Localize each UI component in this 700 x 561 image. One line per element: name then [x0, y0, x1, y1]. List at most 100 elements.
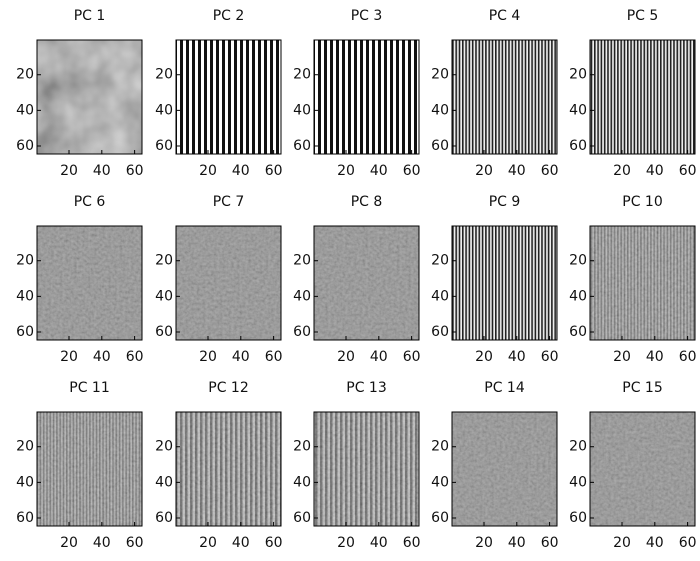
- image-texture: [176, 40, 281, 154]
- axes-frame: [175, 411, 282, 527]
- y-tick-label: 60: [569, 138, 587, 154]
- y-tick-label: 20: [293, 67, 311, 83]
- subplot: PC 5 20 40 60 20 40 60: [569, 8, 696, 179]
- subplot-title: PC 10: [622, 194, 662, 210]
- x-tick-label: 20: [199, 349, 217, 365]
- axes-frame: [589, 225, 696, 341]
- y-tick-label: 60: [293, 138, 311, 154]
- y-tick-label: 40: [155, 474, 173, 490]
- image-noise: [37, 226, 142, 340]
- subplot: PC 3 20 40 60 20 40 60: [293, 8, 420, 179]
- y-tick-label: 60: [16, 510, 34, 526]
- y-tick-label: 60: [293, 510, 311, 526]
- x-tick-label: 20: [337, 535, 355, 551]
- y-tick-label: 40: [16, 474, 34, 490]
- image-texture: [37, 40, 142, 154]
- y-tick-label: 40: [293, 102, 311, 118]
- image: [176, 40, 281, 154]
- x-tick-label: 40: [370, 535, 388, 551]
- x-tick-label: 40: [646, 163, 664, 179]
- x-tick-label: 40: [646, 349, 664, 365]
- subplot: PC 13 20 40 60 20 40 60: [293, 380, 420, 551]
- axes-frame: [36, 411, 143, 527]
- x-tick-label: 60: [126, 535, 144, 551]
- y-tick-label: 40: [569, 474, 587, 490]
- subplot: PC 4 20 40 60 20 40 60: [431, 8, 558, 179]
- image: [37, 412, 142, 526]
- image: [314, 412, 419, 526]
- x-tick-label: 60: [679, 349, 697, 365]
- y-tick-label: 60: [16, 324, 34, 340]
- y-tick-label: 20: [569, 439, 587, 455]
- x-tick-label: 20: [199, 535, 217, 551]
- axes-frame: [313, 39, 420, 155]
- y-tick-label: 20: [293, 253, 311, 269]
- image-noise: [590, 226, 695, 340]
- x-tick-label: 20: [337, 163, 355, 179]
- x-tick-label: 40: [93, 163, 111, 179]
- y-tick-label: 20: [293, 439, 311, 455]
- y-tick-label: 20: [569, 67, 587, 83]
- x-tick-label: 60: [265, 163, 283, 179]
- y-tick-label: 60: [293, 324, 311, 340]
- subplot-title: PC 6: [74, 194, 106, 210]
- x-tick-label: 40: [93, 535, 111, 551]
- x-tick-label: 60: [265, 535, 283, 551]
- x-tick-label: 40: [232, 535, 250, 551]
- x-tick-label: 40: [508, 349, 526, 365]
- image: [452, 226, 557, 340]
- image-noise: [37, 412, 142, 526]
- x-tick-label: 40: [646, 535, 664, 551]
- subplot-title: PC 15: [622, 380, 662, 396]
- y-tick-label: 20: [431, 67, 449, 83]
- x-tick-label: 20: [60, 349, 78, 365]
- y-tick-label: 20: [16, 253, 34, 269]
- axes-frame: [451, 39, 558, 155]
- image: [37, 226, 142, 340]
- image-texture: [452, 40, 557, 154]
- subplot: PC 14 20 40 60 20 40 60: [431, 380, 558, 551]
- subplot-title: PC 3: [351, 8, 383, 24]
- image-texture: [314, 40, 419, 154]
- y-tick-label: 60: [155, 510, 173, 526]
- subplot-title: PC 7: [213, 194, 245, 210]
- subplot-title: PC 11: [69, 380, 109, 396]
- x-tick-label: 20: [475, 535, 493, 551]
- y-tick-label: 20: [431, 253, 449, 269]
- y-tick-label: 40: [155, 102, 173, 118]
- axes-frame: [589, 39, 696, 155]
- y-tick-label: 60: [155, 324, 173, 340]
- image-noise: [176, 412, 281, 526]
- x-tick-label: 40: [508, 163, 526, 179]
- image: [37, 40, 142, 154]
- axes-frame: [36, 225, 143, 341]
- image-noise: [590, 412, 695, 526]
- subplot: PC 10 20 40 60 20 40 60: [569, 194, 696, 365]
- y-tick-label: 20: [431, 439, 449, 455]
- subplot: PC 7 20 40 60 20 40 60: [155, 194, 282, 365]
- image: [452, 412, 557, 526]
- x-tick-label: 20: [613, 163, 631, 179]
- image: [314, 226, 419, 340]
- y-tick-label: 20: [155, 439, 173, 455]
- image: [452, 40, 557, 154]
- image: [176, 226, 281, 340]
- image: [590, 412, 695, 526]
- x-tick-label: 60: [679, 535, 697, 551]
- x-tick-label: 20: [337, 349, 355, 365]
- x-tick-label: 20: [475, 163, 493, 179]
- image: [176, 412, 281, 526]
- x-tick-label: 60: [403, 163, 421, 179]
- x-tick-label: 60: [541, 349, 559, 365]
- x-tick-label: 20: [613, 349, 631, 365]
- axes-frame: [589, 411, 696, 527]
- y-tick-label: 60: [431, 510, 449, 526]
- x-tick-label: 60: [126, 163, 144, 179]
- y-tick-label: 60: [569, 324, 587, 340]
- y-tick-label: 40: [431, 474, 449, 490]
- subplot: PC 9 20 40 60 20 40 60: [431, 194, 558, 365]
- image-noise: [452, 412, 557, 526]
- subplot-title: PC 9: [489, 194, 521, 210]
- image-noise: [314, 226, 419, 340]
